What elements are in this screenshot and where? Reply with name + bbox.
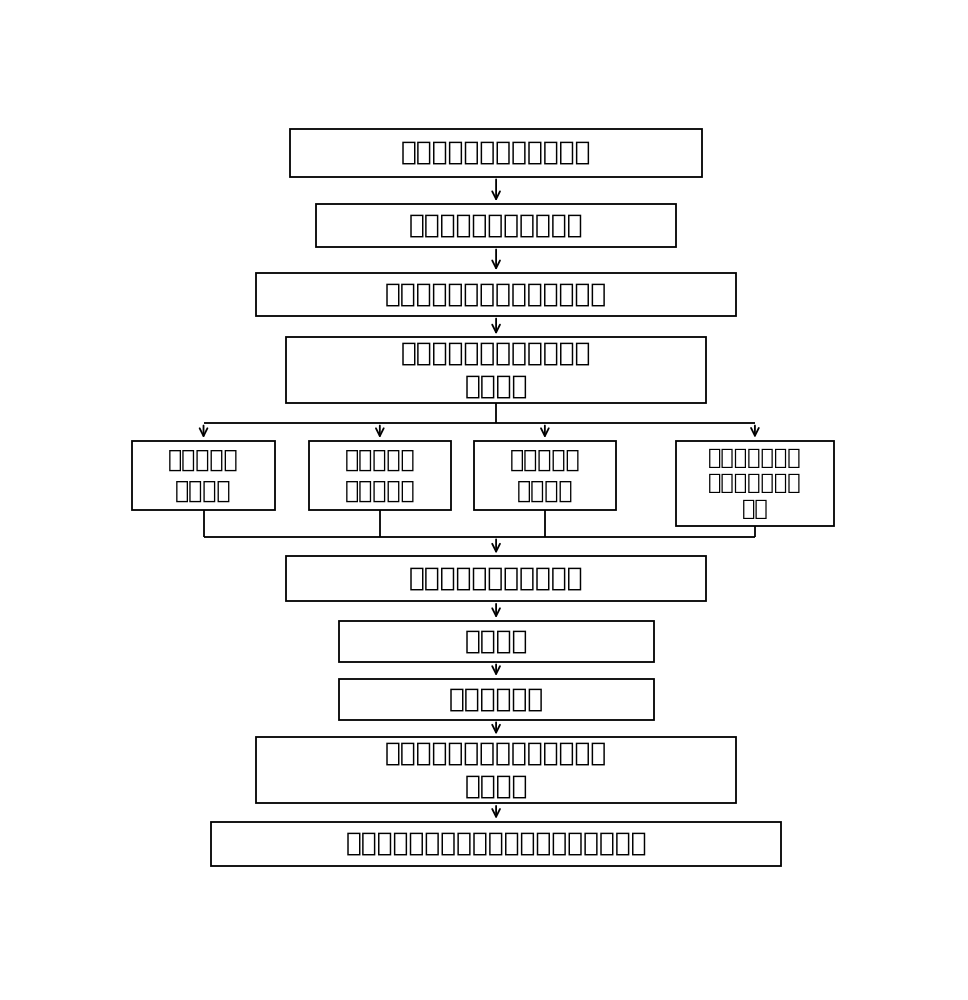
Text: 向煤样注入低压瓦斯气体: 向煤样注入低压瓦斯气体 [408,566,584,592]
Text: 高压油管与
油泵相连: 高压油管与 油泵相连 [509,448,580,503]
Bar [339,679,653,720]
Bar [676,441,833,526]
Text: 水力致裂裂隙场声发射定位监测和实时成像: 水力致裂裂隙场声发射定位监测和实时成像 [346,831,647,857]
Text: 加工煤样，预制水力压裂孔: 加工煤样，预制水力压裂孔 [401,140,591,166]
Text: 将压裂管一端插入压裂孔并封孔: 将压裂管一端插入压裂孔并封孔 [385,281,607,307]
Bar [133,441,275,510]
Text: 将煤样装入第二密封腔体: 将煤样装入第二密封腔体 [408,212,584,238]
Bar [316,204,676,247]
Text: 开始压裂，同时开启声发射定位
监测系统: 开始压裂，同时开启声发射定位 监测系统 [385,741,607,800]
Text: 施加围压: 施加围压 [465,628,528,654]
Bar [256,273,737,316]
Bar [473,441,616,510]
Bar [287,337,707,403]
Bar [309,441,451,510]
Bar [287,556,707,601]
Bar [339,621,653,662]
Text: 瓦斯导管与
瓦斯罐相连: 瓦斯导管与 瓦斯罐相连 [345,448,415,503]
Text: 检验声发射传感
器与煤样的耦合
程度: 检验声发射传感 器与煤样的耦合 程度 [709,448,802,519]
Text: 压裂管与柱
塞泵相连: 压裂管与柱 塞泵相连 [168,448,239,503]
Bar [256,737,737,803]
Text: 安装声发射传感器并建立空
间坐标系: 安装声发射传感器并建立空 间坐标系 [401,341,591,400]
Text: 施加垂直压力: 施加垂直压力 [448,686,544,712]
Bar [289,129,703,177]
Bar [211,822,781,866]
